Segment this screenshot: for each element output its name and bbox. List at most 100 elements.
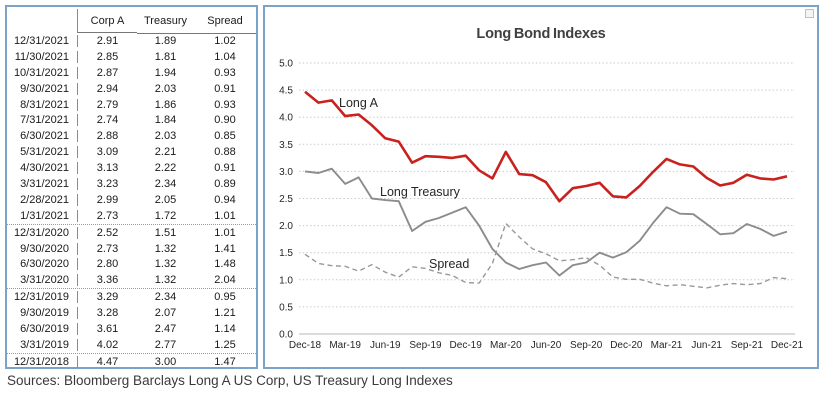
- cell-corp-a: 3.29: [77, 291, 137, 304]
- data-table-body: 12/31/2021 2.91 1.89 1.02 11/30/2021 2.85 1.81…: [7, 33, 256, 370]
- cell-corp-a: 3.23: [77, 177, 137, 190]
- cell-corp-a: 3.28: [77, 307, 137, 320]
- cell-treasury: 2.34: [154, 291, 177, 304]
- x-axis-tick-label: Mar-19: [329, 340, 361, 351]
- table-row: 9/30/2019 3.28 2.07 1.21: [7, 305, 256, 321]
- cell-corp-a: 3.13: [77, 162, 137, 175]
- cell-spread: 1.01: [214, 226, 236, 239]
- cell-corp-a: 2.74: [77, 114, 137, 127]
- cell-corp-a: 4.47: [77, 355, 137, 368]
- table-row: 11/30/2021 2.85 1.81 1.04: [7, 49, 256, 65]
- cell-corp-a: 2.73: [77, 242, 137, 255]
- x-axis-tick-label: Dec-21: [771, 340, 804, 351]
- series-line-spread: [304, 222, 788, 289]
- table-row: 6/30/2021 2.88 2.03 0.85: [7, 128, 256, 144]
- cell-spread: 2.04: [214, 274, 236, 287]
- cell-date: 10/31/2021: [13, 66, 69, 79]
- cell-date: 3/31/2021: [20, 177, 69, 190]
- cell-treasury: 2.03: [154, 130, 177, 143]
- series-line-long-treasury: [304, 167, 788, 277]
- y-axis-tick-label: 1.0: [279, 275, 293, 286]
- cell-corp-a: 2.99: [77, 193, 137, 206]
- cell-date: 4/30/2021: [20, 162, 69, 175]
- table-row: 8/31/2021 2.79 1.86 0.93: [7, 97, 256, 113]
- cell-treasury: 3.00: [154, 355, 177, 368]
- cell-date: 3/31/2020: [20, 274, 69, 287]
- cell-corp-a: 3.61: [77, 322, 137, 335]
- cell-date: 6/30/2020: [20, 258, 69, 271]
- cell-corp-a: 2.88: [77, 130, 137, 143]
- cell-spread: 1.47: [214, 355, 236, 368]
- cell-date: 3/31/2019: [20, 338, 69, 351]
- table-row: 9/30/2021 2.94 2.03 0.91: [7, 81, 256, 97]
- cell-corp-a: 4.02: [77, 338, 137, 351]
- cell-spread: 1.14: [214, 322, 236, 335]
- series-label: Long A: [339, 96, 379, 110]
- x-axis-tick-label: Jun-19: [370, 340, 401, 351]
- table-row: 12/31/2020 2.52 1.51 1.01: [7, 223, 256, 241]
- cell-spread: 1.01: [214, 209, 236, 222]
- table-row: 9/30/2020 2.73 1.32 1.41: [7, 241, 256, 257]
- cell-date: 12/31/2019: [13, 291, 69, 304]
- cell-treasury: 2.34: [154, 177, 177, 190]
- y-axis-tick-label: 4.0: [279, 113, 293, 124]
- x-axis-tick-label: Sep-20: [570, 340, 603, 351]
- cell-treasury: 2.21: [154, 146, 177, 159]
- y-axis-tick-label: 0.0: [279, 330, 293, 341]
- cell-corp-a: 2.73: [77, 209, 137, 222]
- cell-spread: 0.85: [214, 130, 236, 143]
- cell-corp-a: 2.87: [77, 66, 137, 79]
- cell-treasury: 1.32: [154, 274, 177, 287]
- cell-treasury: 2.05: [154, 193, 177, 206]
- cell-treasury: 2.07: [154, 307, 177, 320]
- cell-date: 11/30/2021: [14, 50, 69, 63]
- x-axis-tick-label: Jun-20: [531, 340, 562, 351]
- data-table: Corp A Treasury Spread 12/31/2021 2.91 1.8…: [7, 7, 256, 370]
- cell-treasury: 2.03: [154, 82, 177, 95]
- table-row: 12/31/2018 4.47 3.00 1.47: [7, 352, 256, 370]
- cell-spread: 0.93: [214, 98, 236, 111]
- cell-treasury: 2.77: [154, 338, 177, 351]
- table-row: 6/30/2020 2.80 1.32 1.48: [7, 256, 256, 272]
- cell-treasury: 1.72: [154, 209, 177, 222]
- table-row: 1/31/2021 2.73 1.72 1.01: [7, 208, 256, 224]
- cell-treasury: 1.94: [154, 66, 177, 79]
- cell-treasury: 1.32: [154, 242, 177, 255]
- cell-treasury: 2.47: [154, 322, 177, 335]
- cell-spread: 0.95: [214, 291, 236, 304]
- cell-corp-a: 3.36: [77, 274, 137, 287]
- series-label: Long Treasury: [380, 185, 461, 199]
- table-row: 5/31/2021 3.09 2.21 0.88: [7, 144, 256, 160]
- cell-date: 6/30/2021: [20, 130, 69, 143]
- chart-title: Long Bond Indexes: [476, 26, 606, 42]
- cell-date: 9/30/2020: [20, 242, 69, 255]
- x-axis-tick-label: Dec-18: [289, 340, 322, 351]
- table-row: 3/31/2021 3.23 2.34 0.89: [7, 176, 256, 192]
- cell-treasury: 1.81: [154, 50, 177, 63]
- y-axis-tick-label: 1.5: [279, 248, 293, 259]
- y-axis-tick-label: 2.0: [279, 221, 293, 232]
- cell-corp-a: 2.91: [77, 34, 137, 47]
- cell-date: 12/31/2018: [13, 355, 69, 368]
- cell-date: 12/31/2020: [13, 226, 69, 239]
- series-label: Spread: [429, 257, 469, 271]
- cell-spread: 0.93: [214, 66, 236, 79]
- table-row: 12/31/2019 3.29 2.34 0.95: [7, 288, 256, 305]
- cell-corp-a: 2.94: [77, 82, 137, 95]
- cell-date: 9/30/2019: [20, 307, 69, 320]
- cell-treasury: 1.32: [154, 258, 177, 271]
- cell-date: 6/30/2019: [20, 322, 69, 335]
- cell-spread: 0.88: [214, 146, 236, 159]
- table-row: 2/28/2021 2.99 2.05 0.94: [7, 192, 256, 208]
- y-axis-tick-label: 3.5: [279, 140, 293, 151]
- cell-treasury: 1.51: [154, 226, 177, 239]
- cell-corp-a: 2.52: [77, 226, 137, 239]
- cell-spread: 1.02: [214, 34, 236, 47]
- cell-spread: 0.89: [214, 177, 236, 190]
- sources-note: Sources: Bloomberg Barclays Long A US Co…: [7, 373, 453, 388]
- table-row: 6/30/2019 3.61 2.47 1.14: [7, 321, 256, 337]
- cell-corp-a: 3.09: [77, 146, 137, 159]
- cell-spread: 0.91: [214, 162, 236, 175]
